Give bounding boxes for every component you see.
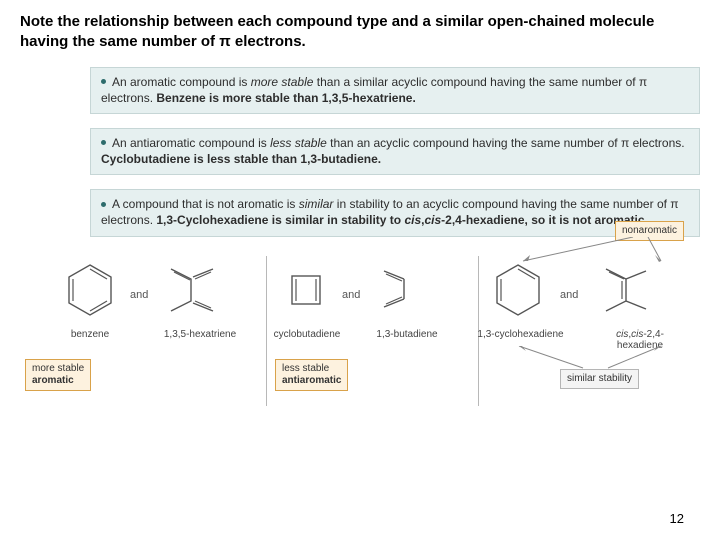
molecule-label: cyclobutadiene xyxy=(267,329,347,340)
bullet-item: An antiaromatic compound is less stable … xyxy=(90,128,700,175)
and-label: and xyxy=(560,289,578,301)
compound-pair: and cyclobutadiene 1,3-butadiene less st… xyxy=(275,251,475,416)
tag-line2: aromatic xyxy=(32,375,74,386)
bullet-dot-icon xyxy=(101,202,106,207)
molecule-diagram: and benzene 1,3,5-hexatriene more stable… xyxy=(60,251,702,416)
bullet-text: A compound that is not aromatic is simil… xyxy=(101,197,679,227)
stability-tag: more stable aromatic xyxy=(25,359,91,391)
molecule-label: 1,3,5-hexatriene xyxy=(155,329,245,340)
molecule-label: 1,3-butadiene xyxy=(367,329,447,340)
bullet-dot-icon xyxy=(101,79,106,84)
bullet-dot-icon xyxy=(101,140,106,145)
bullet-list: An aromatic compound is more stable than… xyxy=(0,61,720,237)
and-label: and xyxy=(342,289,360,301)
tag-line2: antiaromatic xyxy=(282,375,341,386)
slide-heading: Note the relationship between each compo… xyxy=(0,0,720,61)
stability-tag: less stable antiaromatic xyxy=(275,359,348,391)
molecule-label: 1,3-cyclohexadiene xyxy=(473,329,568,340)
butadiene-structure-icon xyxy=(380,267,430,311)
tag-line1: less stable xyxy=(282,363,329,374)
hexatriene-structure-icon xyxy=(165,263,220,319)
hexadiene-structure-icon xyxy=(600,263,655,319)
compound-pair: and benzene 1,3,5-hexatriene more stable… xyxy=(60,251,265,416)
tag-line1: similar stability xyxy=(567,373,632,384)
cyclobutadiene-structure-icon xyxy=(287,271,325,309)
molecule-label: benzene xyxy=(55,329,125,340)
cyclohexadiene-structure-icon xyxy=(493,263,543,319)
stability-tag: similar stability xyxy=(560,369,639,389)
benzene-structure-icon xyxy=(65,263,115,319)
page-number: 12 xyxy=(670,511,684,526)
tag-line1: more stable xyxy=(32,363,84,374)
bullet-text: An aromatic compound is more stable than… xyxy=(101,75,647,105)
and-label: and xyxy=(130,289,148,301)
arrow-icon xyxy=(513,237,663,265)
bullet-item: An aromatic compound is more stable than… xyxy=(90,67,700,114)
compound-pair: nonaromatic and 1,3-cyclohexadiene cis,c… xyxy=(485,251,705,416)
bullet-text: An antiaromatic compound is less stable … xyxy=(101,136,685,166)
bullet-item: A compound that is not aromatic is simil… xyxy=(90,189,700,236)
